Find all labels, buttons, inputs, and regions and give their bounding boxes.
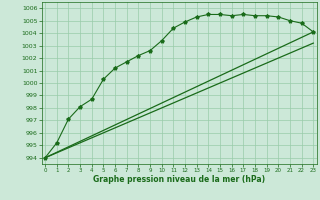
X-axis label: Graphe pression niveau de la mer (hPa): Graphe pression niveau de la mer (hPa) [93, 175, 265, 184]
